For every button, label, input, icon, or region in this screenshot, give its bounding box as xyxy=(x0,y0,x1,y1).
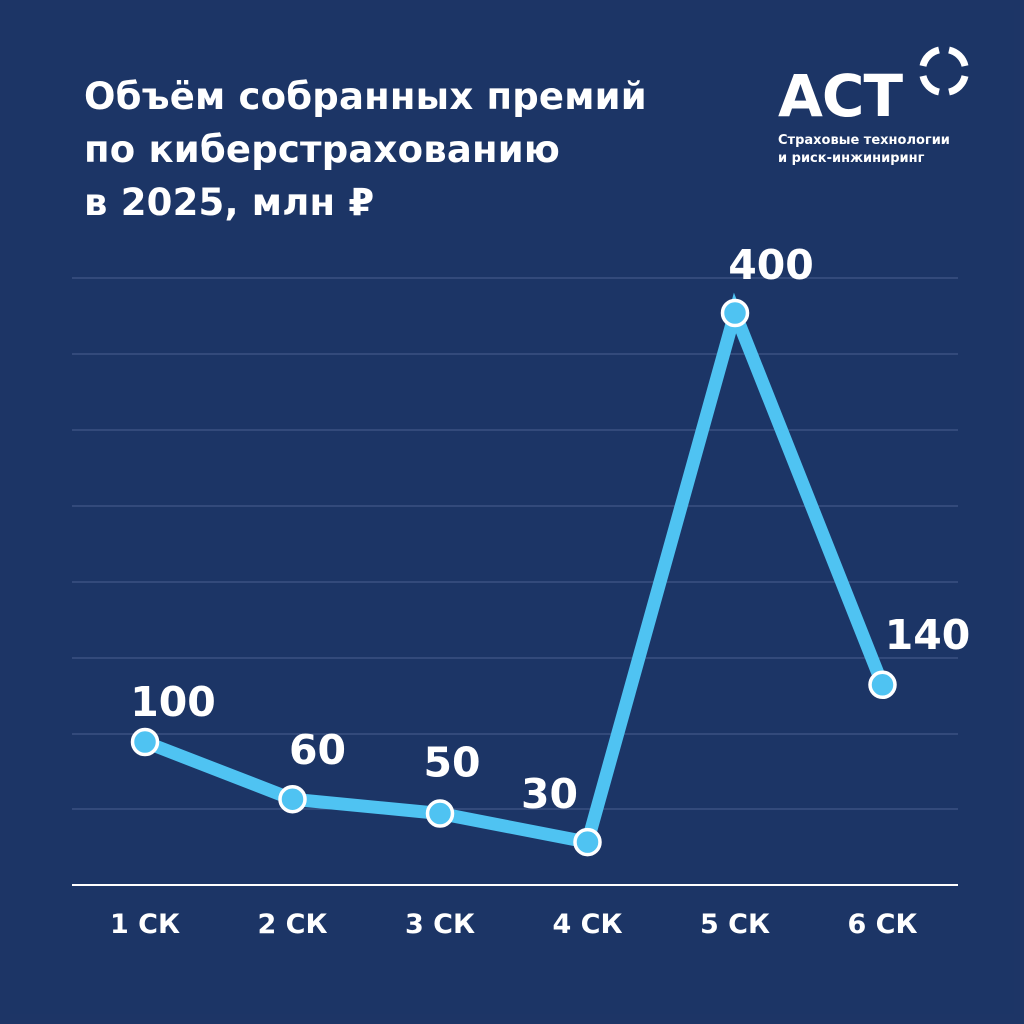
data-label: 60 xyxy=(289,726,346,774)
chart-card: Объём собранных премий по киберстрахован… xyxy=(10,10,1014,1014)
data-label: 400 xyxy=(728,241,814,289)
x-tick-label: 6 СК xyxy=(847,909,917,940)
brand-mark-icon xyxy=(919,46,969,96)
data-label: 140 xyxy=(885,611,971,659)
data-label: 100 xyxy=(130,678,216,726)
brand-subtitle-line: Страховые технологии xyxy=(778,133,950,148)
x-tick-label: 5 СК xyxy=(700,909,770,940)
data-point xyxy=(868,670,897,700)
title-line: в 2025, млн ₽ xyxy=(84,181,375,224)
brand-subtitle: Страховые технологии и риск-инжиниринг xyxy=(778,132,950,168)
x-tick-label: 4 СК xyxy=(552,909,622,940)
x-tick-label: 3 СК xyxy=(405,909,475,940)
title-line: Объём собранных премий xyxy=(84,75,647,118)
series-line xyxy=(138,292,889,850)
data-point xyxy=(425,799,455,828)
data-point xyxy=(278,784,307,814)
brand-logo: АСТ Страховые технологии и риск-инжинири… xyxy=(778,46,978,176)
x-tick-label: 1 СК xyxy=(110,909,180,940)
title-line: по киберстрахованию xyxy=(84,128,561,171)
data-label: 50 xyxy=(423,739,480,787)
brand-subtitle-line: и риск-инжиниринг xyxy=(778,151,925,166)
chart-title: Объём собранных премий по киберстрахован… xyxy=(84,70,647,229)
data-point xyxy=(720,298,750,328)
data-label: 30 xyxy=(521,770,578,818)
x-tick-label: 2 СК xyxy=(257,909,327,940)
data-point xyxy=(573,827,602,857)
data-point xyxy=(130,727,160,757)
brand-name: АСТ xyxy=(778,62,903,130)
